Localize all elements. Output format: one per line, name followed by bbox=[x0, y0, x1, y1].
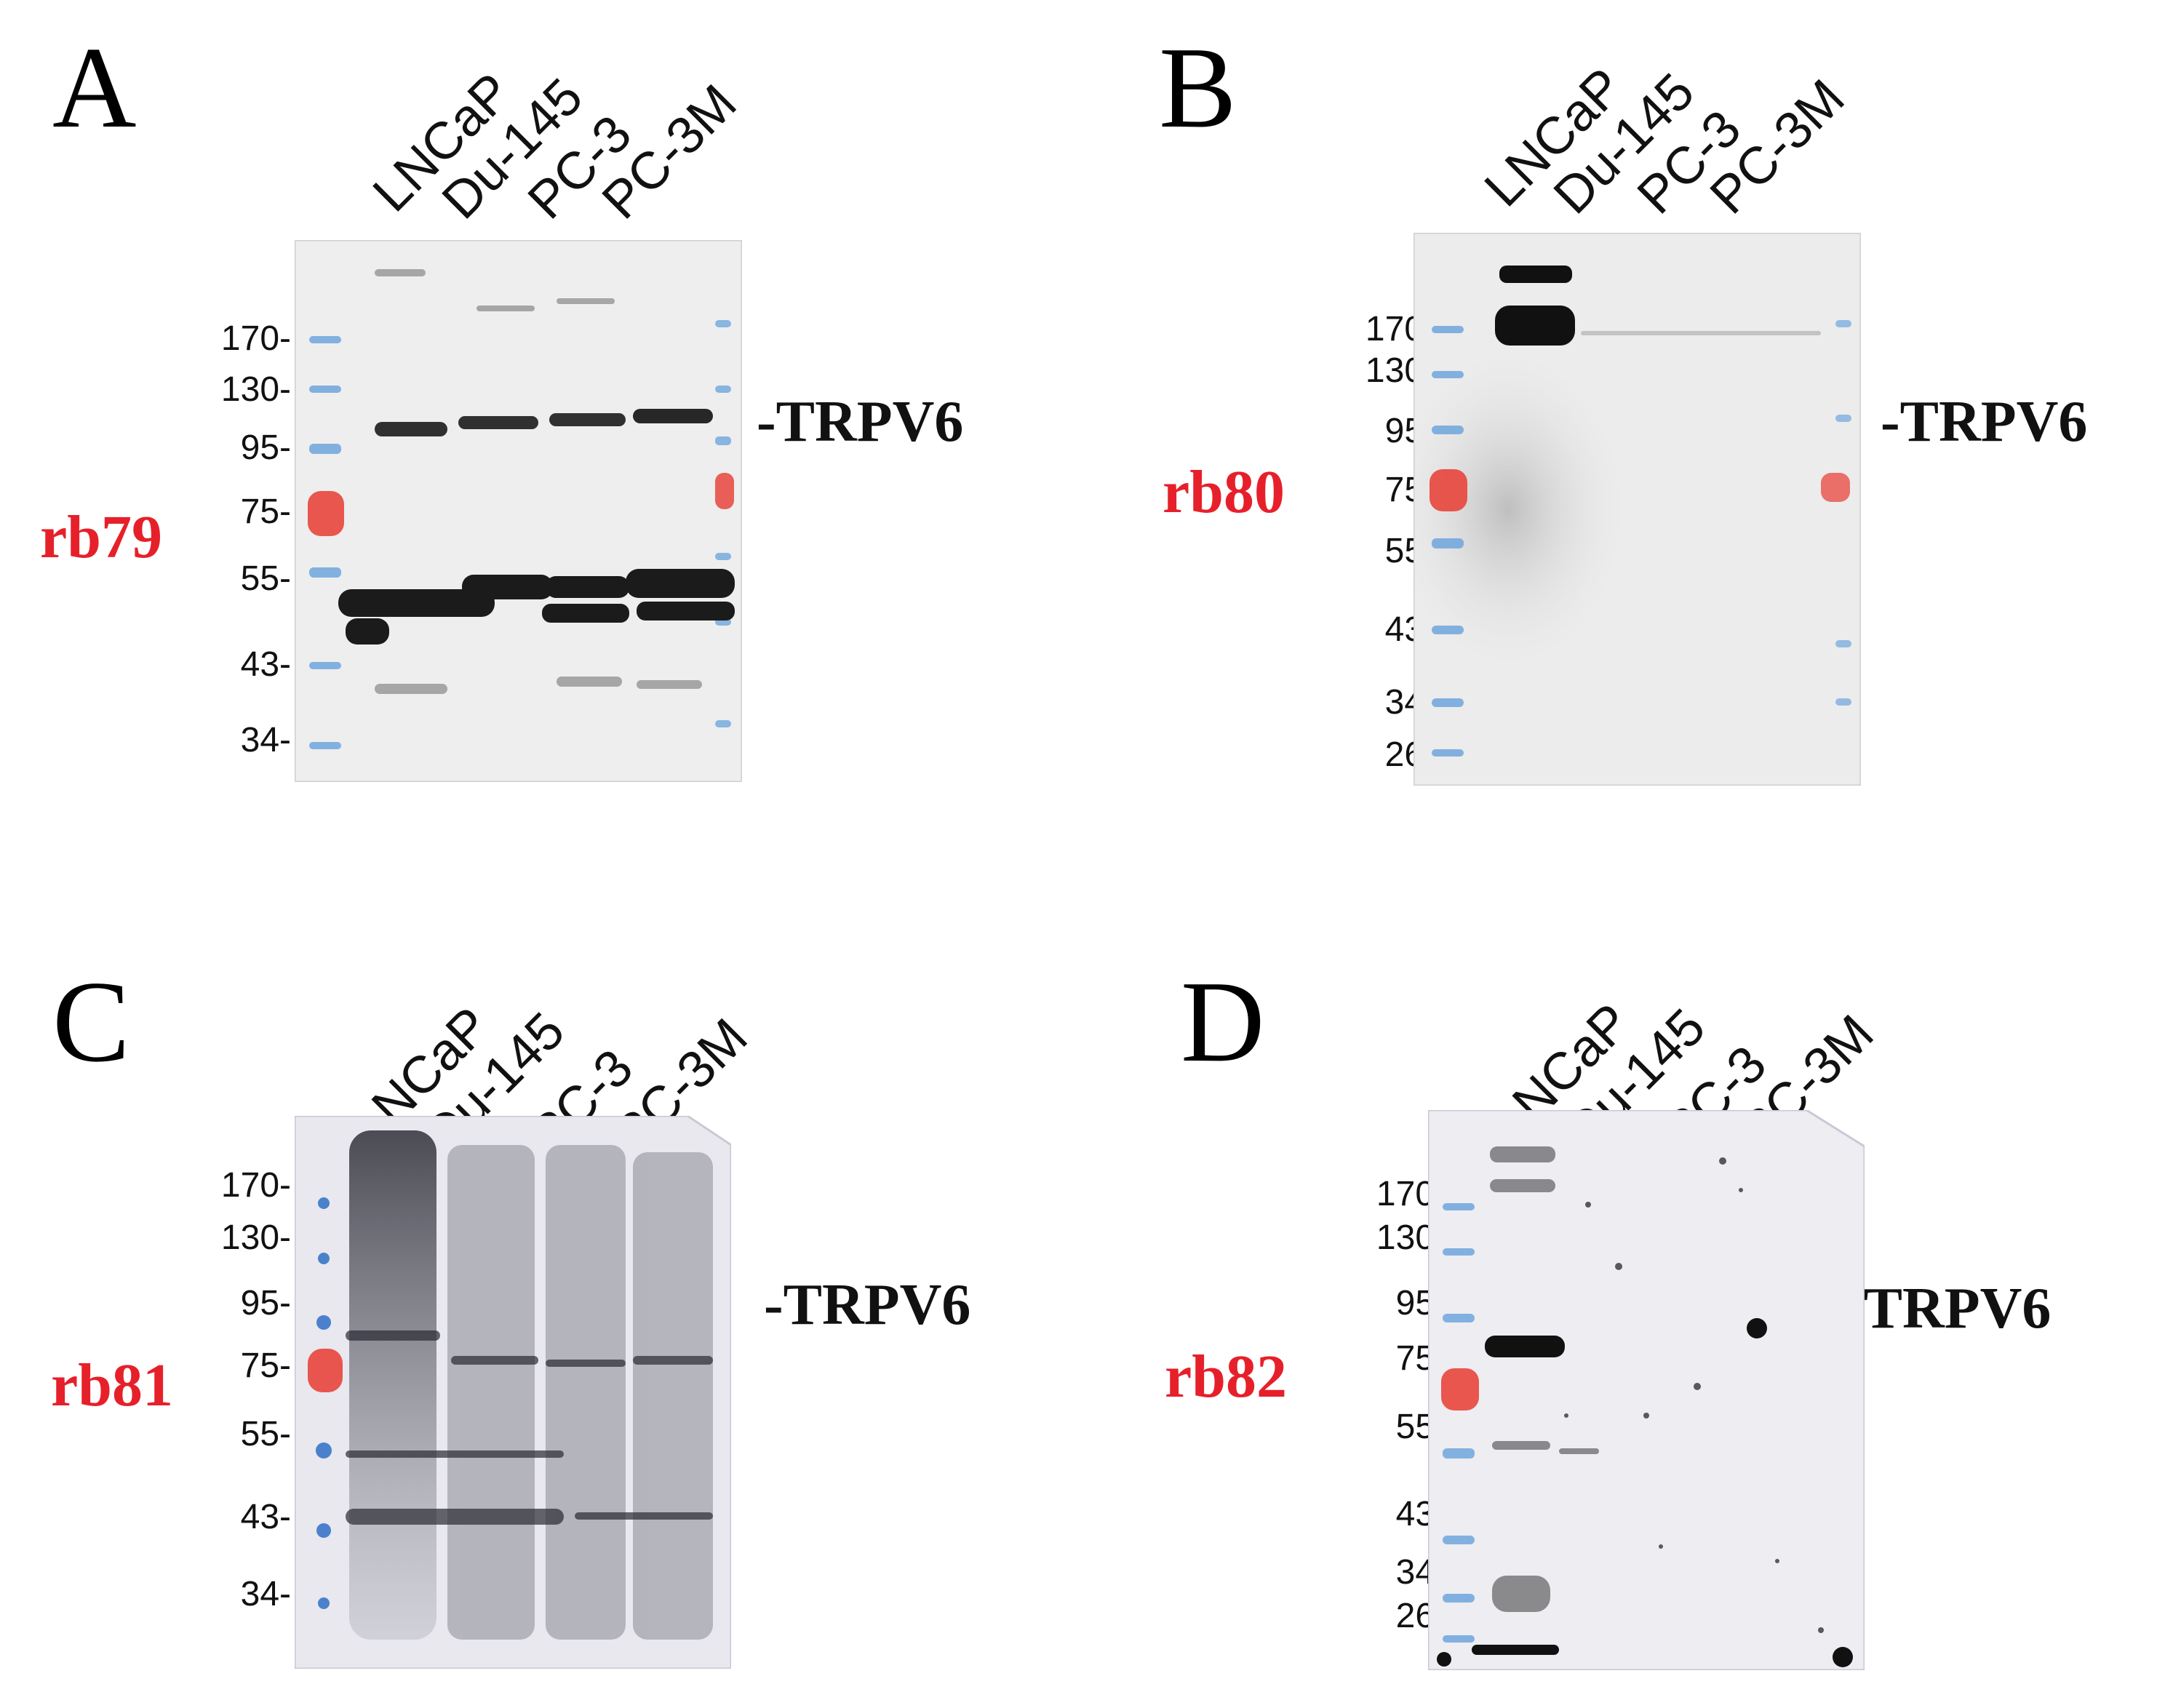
mw-marker-75: 75- bbox=[240, 492, 291, 531]
mw-marker-55: 55- bbox=[240, 1415, 291, 1453]
panel-a: A LNCaP Du-145 PC-3 PC-3M 170- 130- 95- … bbox=[0, 0, 1086, 854]
mw-marker-95: 95- bbox=[240, 428, 291, 467]
blot-image bbox=[1414, 233, 1861, 786]
mw-marker-95: 95- bbox=[240, 1284, 291, 1322]
blot-image bbox=[295, 1116, 731, 1669]
panel-letter: C bbox=[52, 957, 130, 1086]
mw-marker-75: 75- bbox=[240, 1346, 291, 1385]
target-label: -TRPV6 bbox=[1881, 390, 2088, 454]
panel-letter: D bbox=[1181, 957, 1265, 1086]
target-label: -TRPV6 bbox=[764, 1273, 971, 1337]
antibody-label: rb82 bbox=[1165, 1343, 1287, 1410]
mw-marker-170: 170- bbox=[220, 1166, 291, 1205]
mw-marker-130: 130- bbox=[220, 1218, 291, 1257]
blot-image bbox=[295, 240, 742, 782]
mw-marker-34: 34- bbox=[240, 1575, 291, 1613]
antibody-label: rb81 bbox=[51, 1352, 173, 1419]
mw-marker-43: 43- bbox=[240, 645, 291, 684]
mw-marker-43: 43- bbox=[240, 1498, 291, 1536]
panel-b: B LNCaP Du-145 PC-3 PC-3M 170- 130- 95- … bbox=[1086, 0, 2172, 854]
mw-marker-170: 170- bbox=[220, 319, 291, 358]
panel-c: C LNCaP Du-145 PC-3 PC-3M 170- 130- 95- … bbox=[0, 854, 1086, 1708]
mw-marker-55: 55- bbox=[240, 559, 291, 598]
mw-marker-34: 34- bbox=[240, 721, 291, 759]
panel-letter: A bbox=[52, 23, 137, 152]
antibody-label: rb79 bbox=[40, 503, 162, 571]
panel-d: D LNCaP Du-145 PC-3 PC-3M 170- 130- 95- … bbox=[1086, 854, 2172, 1708]
antibody-label: rb80 bbox=[1163, 458, 1285, 526]
blot-image bbox=[1428, 1110, 1865, 1670]
mw-marker-130: 130- bbox=[220, 370, 291, 409]
panel-letter: B bbox=[1159, 23, 1237, 152]
target-label: -TRPV6 bbox=[1844, 1277, 2052, 1341]
target-label: -TRPV6 bbox=[757, 390, 964, 454]
